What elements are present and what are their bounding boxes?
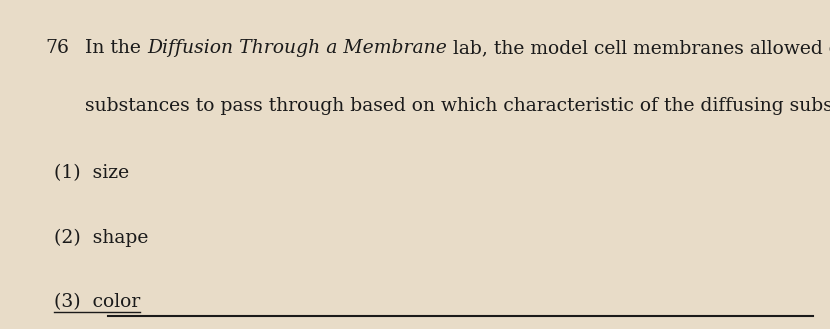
- Text: Diffusion Through a Membrane: Diffusion Through a Membrane: [148, 39, 447, 58]
- Text: lab, the model cell membranes allowed certain: lab, the model cell membranes allowed ce…: [447, 39, 830, 58]
- Text: 76: 76: [46, 39, 70, 58]
- Text: (3)  color: (3) color: [54, 293, 140, 311]
- Text: substances to pass through based on which characteristic of the diffusing substa: substances to pass through based on whic…: [85, 97, 830, 115]
- Text: (1)  size: (1) size: [54, 164, 129, 183]
- Text: (2)  shape: (2) shape: [54, 229, 149, 247]
- Text: In the: In the: [85, 39, 148, 58]
